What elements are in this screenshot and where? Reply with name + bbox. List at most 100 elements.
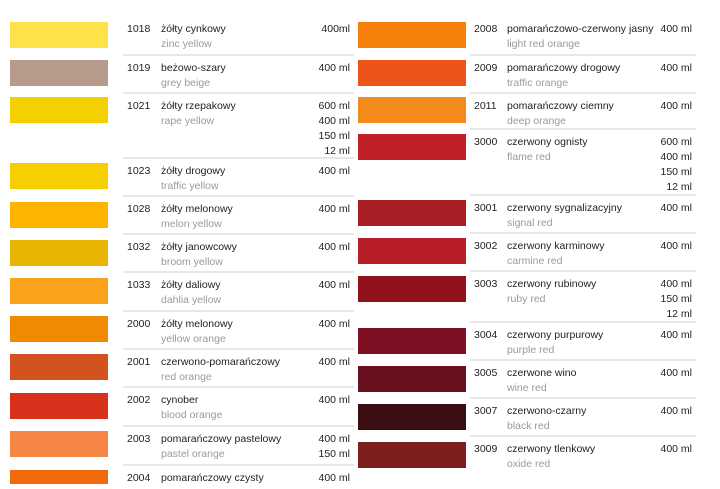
- color-swatch: [10, 278, 108, 304]
- color-name: czerwony tlenkowy: [507, 443, 596, 455]
- size: 400 ml: [660, 405, 692, 417]
- color-swatch: [10, 60, 108, 86]
- size: 400 ml: [660, 329, 692, 341]
- color-code: 1021: [127, 100, 151, 112]
- color-name: pomarańczowy pastelowy: [161, 433, 282, 445]
- color-code: 3001: [474, 202, 498, 214]
- color-code: 1018: [127, 23, 151, 35]
- color-swatch: [358, 328, 466, 354]
- color-swatch: [358, 366, 466, 392]
- color-name: żółty cynkowy: [161, 23, 227, 35]
- color-name-en: red orange: [161, 371, 212, 383]
- size: 400 ml: [660, 240, 692, 252]
- size: 400 ml: [660, 202, 692, 214]
- color-code: 3005: [474, 367, 498, 379]
- size: 400 ml: [660, 100, 692, 112]
- color-name-en: black red: [507, 420, 550, 432]
- size: 150 ml: [318, 130, 350, 142]
- color-name-en: carmine red: [507, 255, 563, 267]
- size: 600 ml: [318, 100, 350, 112]
- color-code: 3000: [474, 136, 498, 148]
- color-code: 1028: [127, 203, 151, 215]
- color-code: 3007: [474, 405, 498, 417]
- color-name-en: blood orange: [161, 409, 222, 421]
- color-name: czerwony rubinowy: [507, 278, 597, 290]
- color-name-en: broom yellow: [161, 256, 223, 268]
- color-code: 2002: [127, 394, 151, 406]
- size: 400 ml: [660, 278, 692, 290]
- color-swatch: [358, 442, 466, 468]
- color-code: 2011: [474, 100, 497, 112]
- color-swatch: [358, 238, 466, 264]
- color-name: czerwony ognisty: [507, 136, 588, 148]
- size: 400 ml: [318, 165, 350, 177]
- color-name-en: light red orange: [507, 38, 580, 50]
- size: 400 ml: [318, 279, 350, 291]
- color-swatch: [358, 276, 466, 302]
- size: 400 ml: [318, 241, 350, 253]
- color-name: czerwone wino: [507, 367, 577, 379]
- color-code: 1033: [127, 279, 151, 291]
- color-code: 3003: [474, 278, 498, 290]
- color-swatch: [10, 97, 108, 123]
- color-code: 3009: [474, 443, 498, 455]
- color-code: 3002: [474, 240, 498, 252]
- color-name-en: signal red: [507, 217, 553, 229]
- color-swatch: [10, 354, 108, 380]
- color-name-en: flame red: [507, 151, 551, 163]
- size: 400 ml: [660, 23, 692, 35]
- size: 150 ml: [318, 448, 350, 460]
- size: 400 ml: [318, 356, 350, 368]
- color-code: 2004: [127, 472, 151, 484]
- color-name: żółty janowcowy: [161, 241, 238, 253]
- color-swatch: [10, 470, 108, 489]
- size: 400 ml: [660, 62, 692, 74]
- size: 400 ml: [660, 151, 692, 163]
- color-name-en: rape yellow: [161, 115, 215, 127]
- color-swatch: [10, 240, 108, 266]
- color-name: żółty daliowy: [161, 279, 221, 291]
- size: 400 ml: [318, 115, 350, 127]
- color-swatch: [358, 60, 466, 86]
- color-swatch: [10, 22, 108, 48]
- size: 400 ml: [318, 318, 350, 330]
- color-name: beżowo-szary: [161, 62, 227, 74]
- color-name: pomarańczowy ciemny: [507, 100, 615, 112]
- color-swatch: [10, 163, 108, 189]
- color-code: 2000: [127, 318, 151, 330]
- color-name: żółty melonowy: [161, 203, 234, 215]
- color-swatch: [358, 134, 466, 160]
- color-code: 2008: [474, 23, 498, 35]
- color-name: pomarańczowo-czerwony jasny: [507, 23, 654, 35]
- color-code: 3004: [474, 329, 498, 341]
- size: 12 ml: [666, 181, 692, 193]
- color-swatch: [358, 200, 466, 226]
- size: 12 ml: [666, 308, 692, 320]
- size: 12 ml: [324, 145, 350, 157]
- color-name-en: yellow orange: [161, 333, 226, 345]
- size: 400 ml: [318, 62, 350, 74]
- color-swatch: [10, 431, 108, 457]
- color-name-en: pastel orange: [161, 448, 225, 460]
- size: 400 ml: [660, 367, 692, 379]
- color-name: czerwony sygnalizacyjny: [507, 202, 623, 214]
- color-name-en: zinc yellow: [161, 38, 212, 50]
- size: 600 ml: [660, 136, 692, 148]
- color-name: czerwony karminowy: [507, 240, 605, 252]
- color-code: 2009: [474, 62, 498, 74]
- color-name: żółty rzepakowy: [161, 100, 236, 112]
- color-name: żółty melonowy: [161, 318, 234, 330]
- color-name-en: wine red: [506, 382, 547, 394]
- color-code: 1019: [127, 62, 151, 74]
- color-name-en: melon yellow: [161, 218, 222, 230]
- size: 400 ml: [660, 443, 692, 455]
- color-name: żółty drogowy: [161, 165, 226, 177]
- color-swatch: [358, 97, 466, 123]
- color-code: 1032: [127, 241, 151, 253]
- color-swatch: [358, 404, 466, 430]
- size: 400ml: [321, 23, 350, 35]
- color-name-en: deep orange: [507, 115, 566, 127]
- color-name-en: grey beige: [161, 77, 210, 89]
- color-swatch: [10, 202, 108, 228]
